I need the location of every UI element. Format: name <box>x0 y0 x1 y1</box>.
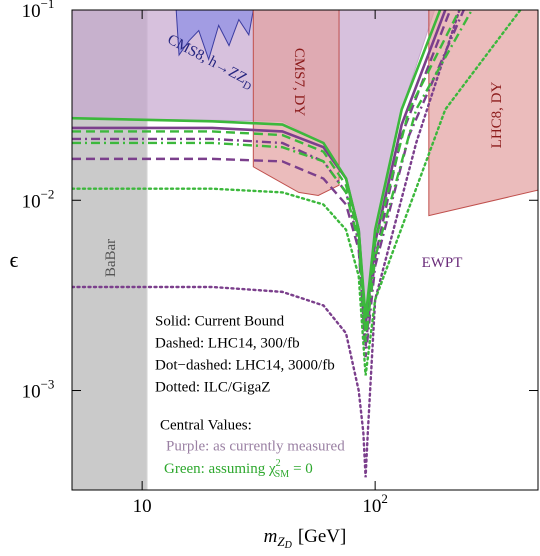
tick-base: 10 <box>22 192 41 213</box>
curve <box>72 10 461 478</box>
annotation: Dashed: LHC14, 300/fb <box>155 335 300 351</box>
note-green-rest: = 0 <box>293 461 313 477</box>
note-green-sub: SM <box>275 469 290 480</box>
region-label: BaBar <box>103 239 119 277</box>
tick-base: 10 <box>133 496 152 517</box>
frame <box>71 9 539 491</box>
region <box>428 10 538 217</box>
annotation: Solid: Current Bound <box>155 313 285 329</box>
region-name: BaBar <box>103 239 119 277</box>
annotation: Central Values: <box>160 417 252 433</box>
annotation: Dot−dashed: LHC14, 3000/fb <box>155 357 335 373</box>
plot-area <box>72 10 538 490</box>
region-name: LHC8, DY <box>489 82 505 149</box>
tick-exponent: 2 <box>381 491 388 506</box>
region-label: LHC8, DY <box>489 82 505 149</box>
region-name: EWPT <box>422 255 463 271</box>
note-green: Green: assuming χ2 SM = 0 <box>164 458 313 480</box>
note-green-text: Green: assuming χ <box>164 461 276 477</box>
region-name: CMS7, DY <box>291 48 307 117</box>
tick-base: 10 <box>22 382 41 403</box>
tick-base: 10 <box>362 496 381 517</box>
tick-label: 10−2 <box>22 186 55 212</box>
curve <box>72 10 452 347</box>
curve <box>72 10 461 334</box>
x-label-base: m <box>264 526 278 547</box>
tick-exponent: −1 <box>41 0 55 11</box>
region <box>252 10 340 196</box>
x-label-subsub: D <box>284 540 293 551</box>
region <box>72 10 148 490</box>
y-axis-label: ϵ <box>10 247 19 272</box>
tick-exponent: −2 <box>41 186 55 201</box>
curve <box>72 10 522 376</box>
region-label: CMS7, DY <box>291 48 307 117</box>
region <box>175 10 254 62</box>
tick-label: 10 <box>133 496 152 517</box>
region-label: EWPT <box>422 255 463 271</box>
tick-label: 102 <box>362 491 388 517</box>
annotation: Dotted: ILC/GigaZ <box>155 379 270 395</box>
curve <box>72 10 465 358</box>
note-green-sup: 2 <box>276 458 281 469</box>
tick-exponent: −3 <box>41 377 55 392</box>
x-label-sub: Z <box>277 534 285 549</box>
tick-label: 10−3 <box>22 377 55 403</box>
note-purple: Purple: as currently measured <box>166 438 345 454</box>
tick-label: 10−1 <box>22 0 55 22</box>
tick-base: 10 <box>22 1 41 22</box>
x-axis-label: mZD [GeV] <box>264 526 347 551</box>
x-label-unit: [GeV] <box>298 526 347 547</box>
curve <box>72 10 442 319</box>
curve <box>72 10 473 343</box>
